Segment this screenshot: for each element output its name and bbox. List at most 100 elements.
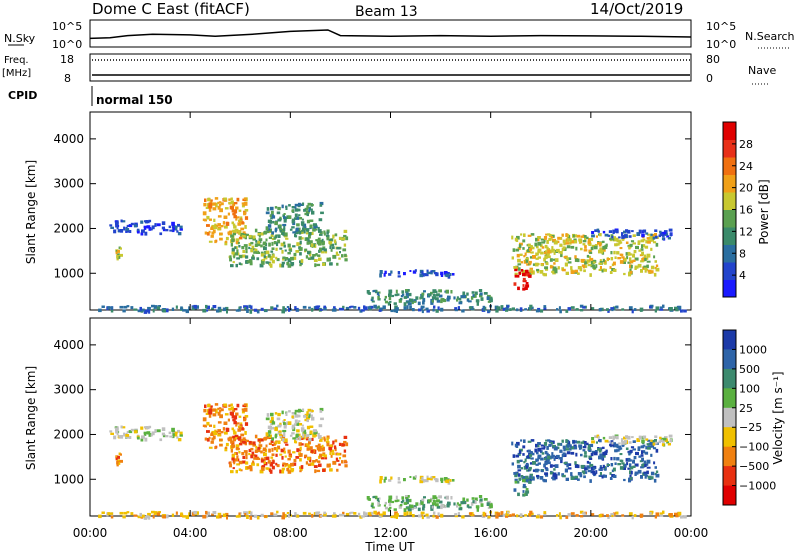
range-cell bbox=[565, 309, 569, 313]
range-cell bbox=[541, 246, 545, 249]
range-cell bbox=[326, 257, 331, 261]
range-cell bbox=[547, 455, 551, 460]
range-cell bbox=[606, 258, 610, 260]
range-cell bbox=[126, 430, 130, 433]
range-cell bbox=[305, 255, 309, 259]
range-cell bbox=[205, 510, 208, 515]
range-cell bbox=[342, 511, 345, 515]
range-cell bbox=[367, 512, 372, 516]
range-cell bbox=[300, 203, 304, 206]
range-cell bbox=[377, 511, 380, 515]
range-cell bbox=[228, 404, 231, 407]
range-cell bbox=[249, 262, 253, 266]
range-cell bbox=[551, 441, 555, 444]
range-cell bbox=[329, 450, 332, 453]
range-cell bbox=[159, 438, 163, 442]
range-cell bbox=[115, 221, 119, 225]
range-cell bbox=[432, 308, 435, 312]
range-cell bbox=[291, 206, 295, 209]
range-cell bbox=[312, 223, 317, 227]
range-cell bbox=[628, 512, 633, 516]
range-cell bbox=[566, 257, 569, 262]
range-cell bbox=[440, 298, 445, 301]
range-cell bbox=[547, 249, 551, 254]
range-cell bbox=[366, 290, 370, 294]
range-cell bbox=[630, 264, 633, 269]
range-cell bbox=[130, 222, 134, 226]
range-cell bbox=[654, 466, 657, 469]
range-cell bbox=[312, 460, 316, 463]
range-cell bbox=[590, 261, 595, 265]
range-cell bbox=[668, 307, 673, 311]
range-cell bbox=[110, 512, 114, 515]
range-cell bbox=[565, 242, 570, 245]
range-cell bbox=[677, 305, 682, 310]
range-cell bbox=[471, 497, 475, 500]
range-cell bbox=[619, 247, 623, 250]
range-cell bbox=[311, 204, 314, 207]
range-cell bbox=[231, 206, 234, 210]
range-cell bbox=[529, 308, 532, 311]
range-cell bbox=[171, 427, 175, 432]
range-cell bbox=[604, 450, 607, 455]
range-cell bbox=[329, 448, 332, 451]
range-cell bbox=[238, 425, 242, 428]
range-cell bbox=[233, 202, 238, 205]
nave-right-bottom: 0 bbox=[706, 72, 713, 85]
range-cell bbox=[420, 511, 425, 515]
range-cell bbox=[185, 309, 189, 314]
range-cell bbox=[627, 467, 632, 470]
range-cell bbox=[343, 229, 348, 233]
range-cell bbox=[316, 254, 321, 257]
range-cell bbox=[230, 470, 234, 474]
range-cell bbox=[558, 251, 561, 254]
range-cell bbox=[562, 246, 566, 250]
range-cell bbox=[320, 514, 323, 517]
range-cell bbox=[119, 453, 122, 456]
range-cell bbox=[530, 233, 535, 236]
range-cell bbox=[133, 224, 138, 228]
range-cell bbox=[310, 243, 314, 247]
range-cell bbox=[266, 229, 270, 233]
range-cell bbox=[646, 462, 649, 466]
range-cell bbox=[451, 273, 455, 276]
range-cell bbox=[456, 504, 459, 508]
range-cell bbox=[249, 465, 252, 468]
range-cell bbox=[287, 470, 292, 474]
range-cell bbox=[624, 440, 627, 444]
range-cell bbox=[549, 265, 554, 269]
range-cell bbox=[279, 435, 283, 438]
range-cell bbox=[270, 412, 274, 417]
range-cell bbox=[339, 457, 341, 460]
freq-panel: Freq. [MHz] 18 8 80 0 Nave bbox=[2, 53, 776, 85]
range-cell bbox=[419, 479, 424, 484]
range-cell bbox=[621, 256, 625, 259]
range-cell bbox=[229, 463, 232, 468]
range-cell bbox=[648, 445, 652, 448]
range-cell bbox=[139, 512, 142, 517]
range-cell bbox=[276, 304, 279, 308]
range-cell bbox=[287, 251, 291, 255]
range-cell bbox=[285, 443, 289, 446]
range-cell bbox=[202, 514, 207, 519]
range-cell bbox=[274, 412, 278, 415]
range-cell bbox=[521, 270, 526, 274]
range-cell bbox=[222, 307, 227, 312]
range-cell bbox=[390, 515, 394, 519]
range-cell bbox=[577, 478, 580, 481]
colorbar-swatch bbox=[723, 427, 736, 448]
range-cell bbox=[202, 424, 206, 427]
range-cell bbox=[647, 241, 651, 244]
range-cell bbox=[256, 516, 260, 520]
range-cell bbox=[141, 435, 145, 439]
range-cell bbox=[283, 419, 286, 421]
range-cell bbox=[412, 514, 415, 518]
range-cell bbox=[263, 437, 267, 441]
range-cell bbox=[217, 306, 222, 310]
range-cell bbox=[397, 477, 401, 481]
range-cell bbox=[240, 422, 243, 427]
range-cell bbox=[422, 301, 425, 305]
range-cell bbox=[204, 198, 207, 202]
range-cell bbox=[628, 441, 632, 444]
range-cell bbox=[292, 462, 297, 466]
